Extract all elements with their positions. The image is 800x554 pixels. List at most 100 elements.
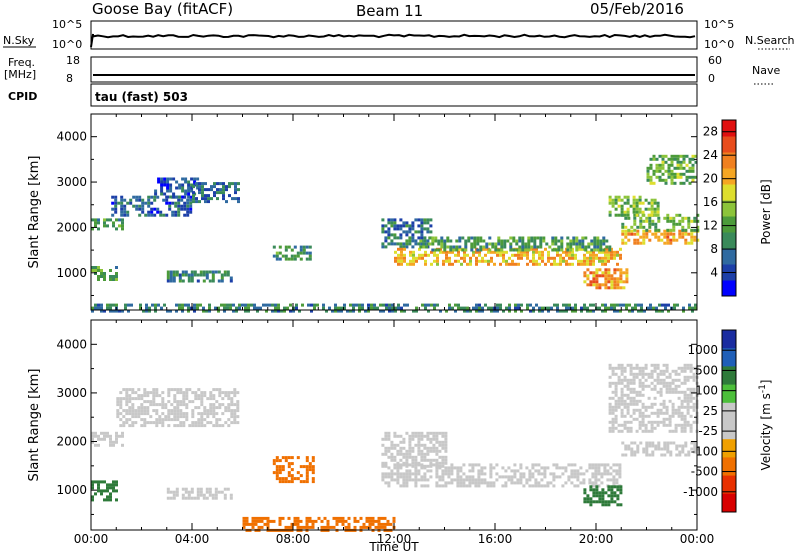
- heatmap-cell: [599, 239, 603, 243]
- heatmap-cell: [97, 489, 100, 493]
- heatmap-cell: [405, 233, 409, 237]
- heatmap-cell: [657, 219, 661, 223]
- heatmap-cell: [109, 218, 112, 222]
- heatmap-cell: [465, 484, 469, 488]
- heatmap-cell: [649, 166, 653, 170]
- heatmap-cell: [202, 279, 206, 283]
- heatmap-cell: [534, 463, 538, 467]
- heatmap-cell: [284, 480, 288, 484]
- heatmap-cell: [196, 496, 200, 500]
- heatmap-cell: [221, 397, 225, 401]
- heatmap-cell: [143, 424, 147, 428]
- heatmap-cell: [632, 210, 636, 214]
- heatmap-cell: [109, 303, 112, 307]
- heatmap-cell: [222, 194, 225, 198]
- heatmap-cell: [381, 475, 385, 479]
- heatmap-cell: [193, 309, 196, 313]
- heatmap-cell: [608, 201, 612, 205]
- heatmap-cell: [195, 182, 198, 186]
- heatmap-cell: [489, 463, 493, 467]
- heatmap-cell: [644, 372, 648, 376]
- heatmap-cell: [128, 424, 132, 428]
- heatmap-cell: [94, 443, 97, 447]
- heatmap-cell: [497, 236, 501, 240]
- heatmap-cell: [626, 363, 630, 367]
- heatmap-cell: [169, 186, 173, 190]
- heatmap-cell: [616, 268, 620, 272]
- heatmap-cell: [539, 239, 543, 243]
- heatmap-cell: [100, 437, 103, 441]
- heatmap-cell: [469, 309, 472, 313]
- heatmap-cell: [560, 239, 564, 243]
- heatmap-cell: [115, 275, 118, 278]
- heatmap-cell: [189, 198, 193, 202]
- heatmap-cell: [290, 474, 294, 478]
- heatmap-cell: [641, 210, 645, 214]
- heatmap-cell: [674, 423, 678, 427]
- heatmap-cell: [415, 309, 418, 313]
- heatmap-cell: [617, 198, 621, 202]
- heatmap-cell: [539, 236, 543, 240]
- colorbar-tick-label: -100: [691, 444, 718, 458]
- heatmap-cell: [620, 207, 624, 211]
- heatmap-cell: [167, 394, 171, 398]
- heatmap-cell: [531, 484, 535, 488]
- heatmap-cell: [431, 242, 435, 246]
- heatmap-cell: [642, 238, 646, 242]
- colorbar-tick-label: 25: [703, 404, 718, 418]
- heatmap-cell: [670, 175, 674, 179]
- heatmap-cell: [446, 239, 450, 243]
- heatmap-cell: [619, 488, 623, 492]
- heatmap-cell: [657, 444, 661, 448]
- heatmap-cell: [411, 245, 415, 249]
- heatmap-cell: [435, 472, 439, 476]
- heatmap-cell: [569, 242, 573, 246]
- heatmap-cell: [467, 236, 471, 240]
- heatmap-cell: [655, 306, 658, 310]
- heatmap-cell: [131, 421, 135, 425]
- heatmap-cell: [528, 469, 532, 473]
- heatmap-cell: [100, 492, 103, 496]
- heatmap-cell: [126, 201, 130, 205]
- heatmap-cell: [457, 303, 460, 307]
- heatmap-cell: [633, 450, 637, 454]
- heatmap-cell: [305, 480, 309, 484]
- heatmap-cell: [656, 210, 660, 214]
- heatmap-cell: [690, 238, 694, 242]
- heatmap-cell: [393, 227, 397, 231]
- heatmap-cell: [153, 213, 157, 217]
- heatmap-cell: [387, 242, 391, 246]
- nsky-panel: N.Sky 10^5 10^0 10^5 10^0 N.Search: [3, 18, 795, 51]
- heatmap-cell: [645, 444, 649, 448]
- heatmap-cell: [520, 256, 523, 260]
- heatmap-cell: [674, 429, 678, 433]
- heatmap-cell: [638, 414, 642, 418]
- heatmap-cell: [290, 462, 294, 466]
- heatmap-cell: [616, 488, 620, 492]
- heatmap-cell: [281, 477, 285, 481]
- heatmap-cell: [290, 522, 294, 526]
- heatmap-cell: [235, 309, 238, 313]
- heatmap-cell: [141, 201, 145, 205]
- heatmap-cell: [203, 424, 207, 428]
- heatmap-cell: [329, 525, 333, 529]
- heatmap-cell: [231, 197, 234, 201]
- heatmap-cell: [371, 516, 375, 520]
- heatmap-cell: [227, 394, 231, 398]
- heatmap-cell: [668, 399, 672, 403]
- heatmap-cell: [402, 452, 406, 456]
- heatmap-cell: [116, 400, 120, 404]
- heatmap-cell: [613, 306, 616, 310]
- heatmap-cell: [662, 417, 666, 421]
- heatmap-cell: [608, 381, 612, 385]
- heatmap-cell: [490, 306, 493, 310]
- heatmap-cell: [604, 262, 607, 266]
- heatmap-cell: [655, 157, 659, 161]
- heatmap-cell: [629, 381, 633, 385]
- heatmap-cell: [100, 431, 103, 435]
- heatmap-cell: [526, 256, 529, 260]
- heatmap-cell: [619, 309, 622, 313]
- heatmap-cell: [116, 409, 120, 413]
- heatmap-cell: [167, 424, 171, 428]
- heatmap-cell: [533, 239, 537, 243]
